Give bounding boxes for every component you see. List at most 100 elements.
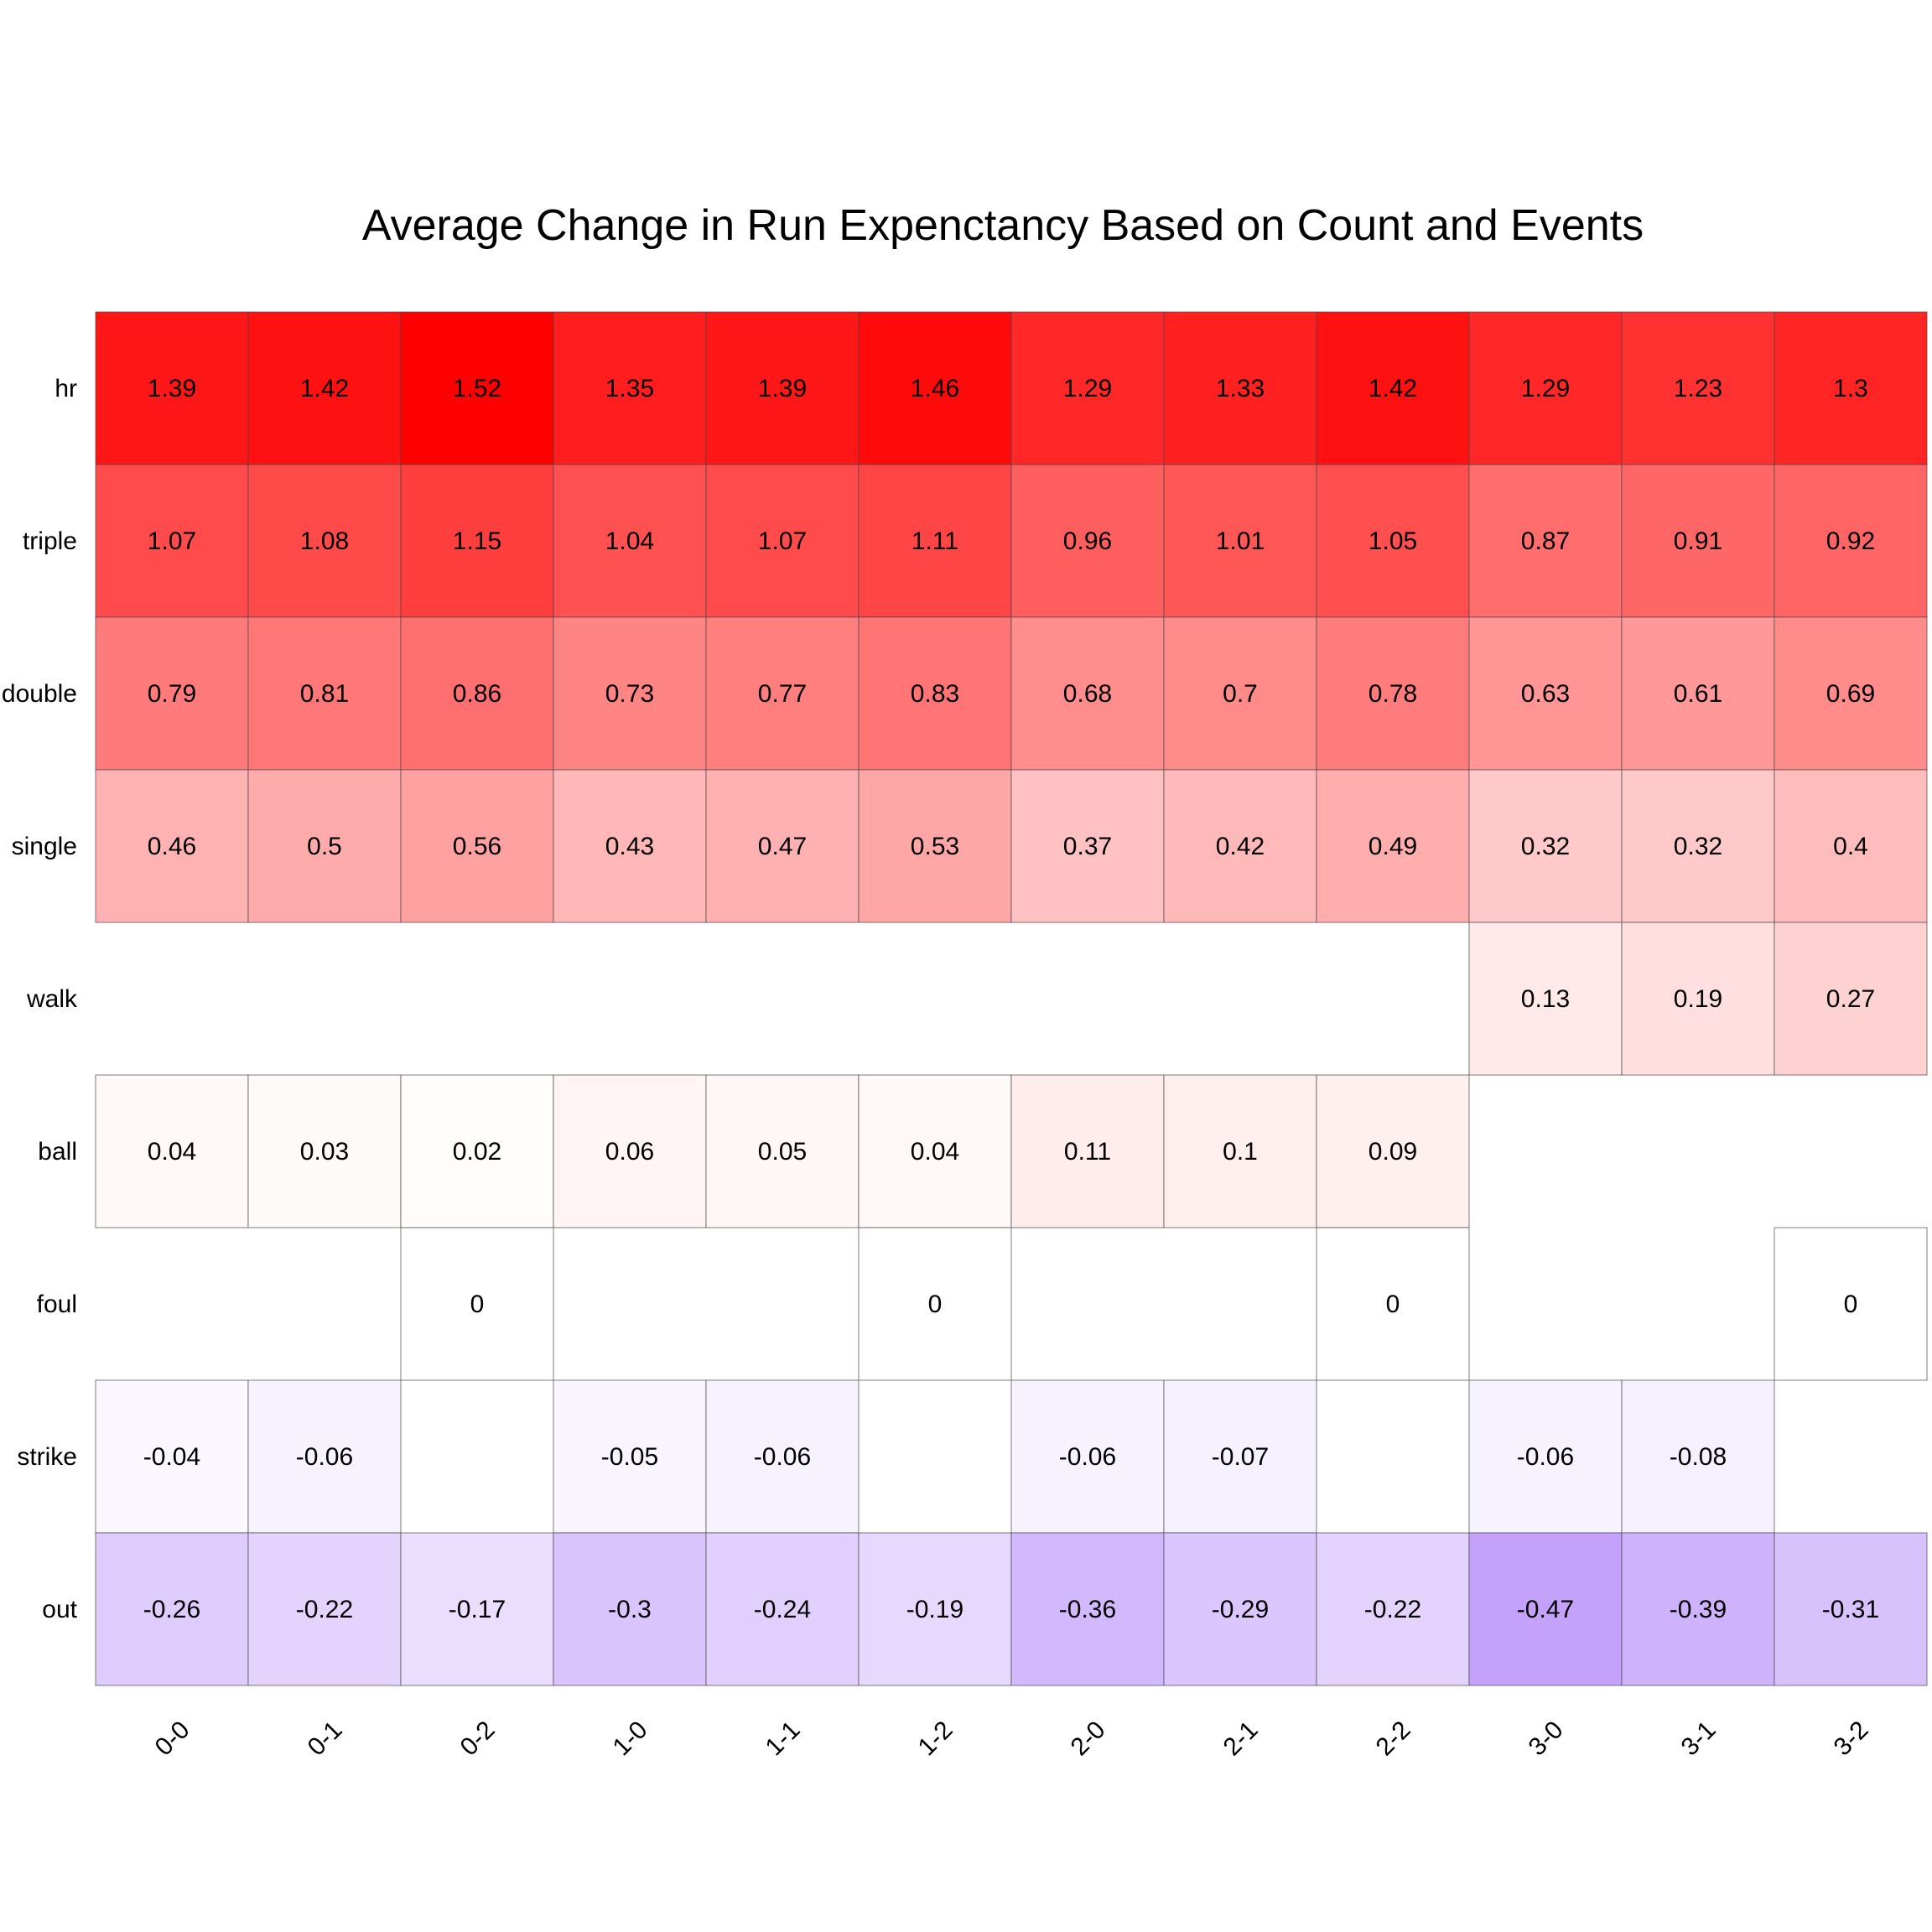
heatmap-cell-ball-2-0 xyxy=(1010,1074,1165,1228)
cell-value-label: -0.04 xyxy=(143,1443,200,1471)
heatmap-cell-triple-3-1 xyxy=(1621,464,1775,618)
cell-value-label: 0.03 xyxy=(300,1138,349,1166)
heatmap-cells xyxy=(95,311,1928,1686)
x-axis-labels: 0-0 0-1 0-2 1-0 1-1 1-2 2-0 2-1 2-2 3-0 3-1 3-2 xyxy=(150,1716,1874,1761)
x-tick-label-1-2: 1-2 xyxy=(913,1716,958,1761)
heatmap-cell-hr-2-1 xyxy=(1163,311,1317,465)
cell-value-label: 0.78 xyxy=(1368,680,1417,708)
x-tick-label-1-1: 1-1 xyxy=(761,1716,806,1761)
y-tick-label-foul: foul xyxy=(37,1291,77,1318)
heatmap-cell-hr-0-2 xyxy=(400,311,554,465)
cell-value-label: 0.83 xyxy=(911,680,959,708)
cell-value-label: 0.04 xyxy=(148,1138,196,1166)
cell-value-label: 1.39 xyxy=(758,375,807,402)
x-tick-label-3-2: 3-2 xyxy=(1829,1716,1874,1761)
heatmap-cell-ball-1-0 xyxy=(553,1074,707,1228)
heatmap-cell-double-3-2 xyxy=(1774,616,1928,771)
heatmap-cell-foul-0-2 xyxy=(400,1227,554,1381)
cell-value-label: 0.27 xyxy=(1826,985,1875,1013)
cell-value-label: 0.32 xyxy=(1521,833,1570,860)
x-tick-label-0-0: 0-0 xyxy=(150,1716,195,1761)
cell-value-label: 1.42 xyxy=(1368,375,1417,402)
cell-value-label: 0.5 xyxy=(307,833,342,860)
heatmap-cell-single-3-1 xyxy=(1621,769,1775,923)
heatmap-cell-double-0-1 xyxy=(247,616,402,771)
heatmap-cell-out-0-1 xyxy=(247,1532,402,1686)
cell-value-label: 0.02 xyxy=(453,1138,501,1166)
cell-value-label: 0.92 xyxy=(1826,527,1875,555)
cell-value-label: 1.39 xyxy=(148,375,196,402)
heatmap-cell-double-0-2 xyxy=(400,616,554,771)
cell-value-label: 0.42 xyxy=(1216,833,1265,860)
heatmap-cell-double-3-0 xyxy=(1468,616,1623,771)
y-tick-label-hr: hr xyxy=(55,375,77,402)
cell-value-label: 0.47 xyxy=(758,833,807,860)
cell-value-label: -0.29 xyxy=(1212,1596,1269,1623)
x-tick-label-1-0: 1-0 xyxy=(608,1716,653,1761)
y-tick-label-out: out xyxy=(42,1596,77,1623)
x-tick-label-3-1: 3-1 xyxy=(1676,1716,1722,1761)
heatmap-cell-single-1-2 xyxy=(858,769,1012,923)
heatmap-cell-out-2-2 xyxy=(1316,1532,1470,1686)
heatmap-cell-single-2-0 xyxy=(1010,769,1165,923)
cell-value-label: -0.39 xyxy=(1670,1596,1727,1623)
heatmap-cell-ball-0-1 xyxy=(247,1074,402,1228)
cell-value-label: 1.33 xyxy=(1216,375,1265,402)
cell-value-label: 0.13 xyxy=(1521,985,1570,1013)
cell-value-label: 1.42 xyxy=(300,375,349,402)
heatmap-cell-single-2-1 xyxy=(1163,769,1317,923)
heatmap-cell-foul-2-2 xyxy=(1316,1227,1470,1381)
heatmap-cell-triple-0-2 xyxy=(400,464,554,618)
cell-value-label: -0.06 xyxy=(1517,1443,1574,1471)
cell-value-label: 0 xyxy=(470,1291,485,1318)
cell-value-label: 1.15 xyxy=(453,527,501,555)
cell-value-label: 1.05 xyxy=(1368,527,1417,555)
heatmap-cell-out-1-0 xyxy=(553,1532,707,1686)
heatmap-cell-single-3-0 xyxy=(1468,769,1623,923)
cell-value-label: 0.04 xyxy=(911,1138,959,1166)
cell-value-label: 1.07 xyxy=(758,527,807,555)
heatmap-cell-hr-1-1 xyxy=(705,311,860,465)
cell-value-label: 0.91 xyxy=(1674,527,1722,555)
x-tick-label-0-2: 0-2 xyxy=(455,1716,501,1761)
heatmap-cell-double-1-1 xyxy=(705,616,860,771)
cell-value-label: 0.68 xyxy=(1063,680,1112,708)
heatmap-cell-hr-0-1 xyxy=(247,311,402,465)
heatmap-cell-foul-1-2 xyxy=(858,1227,1012,1381)
cell-value-label: 0.37 xyxy=(1063,833,1112,860)
y-tick-label-double: double xyxy=(2,680,77,708)
heatmap-cell-strike-0-1 xyxy=(247,1379,402,1534)
cell-value-label: 0.4 xyxy=(1833,833,1868,860)
heatmap-cell-double-3-1 xyxy=(1621,616,1775,771)
cell-value-label: 1.08 xyxy=(300,527,349,555)
heatmap-cell-walk-3-2 xyxy=(1774,922,1928,1076)
heatmap-cell-ball-2-1 xyxy=(1163,1074,1317,1228)
x-tick-label-2-1: 2-1 xyxy=(1218,1716,1264,1761)
cell-value-label: 0.06 xyxy=(605,1138,654,1166)
heatmap-cell-out-1-2 xyxy=(858,1532,1012,1686)
y-tick-label-triple: triple xyxy=(23,527,77,555)
cell-value-label: -0.06 xyxy=(296,1443,353,1471)
heatmap-cell-triple-1-1 xyxy=(705,464,860,618)
heatmap-cell-single-3-2 xyxy=(1774,769,1928,923)
cell-values: 1.39 1.42 1.52 1.35 1.39 1.46 1.29 1.33 1.42 1.29… xyxy=(143,375,1879,1623)
heatmap-cell-triple-2-1 xyxy=(1163,464,1317,618)
cell-value-label: -0.19 xyxy=(906,1596,963,1623)
cell-value-label: -0.26 xyxy=(143,1596,200,1623)
cell-value-label: 0.09 xyxy=(1368,1138,1417,1166)
cell-value-label: 0.63 xyxy=(1521,680,1570,708)
y-tick-label-walk: walk xyxy=(26,985,78,1013)
cell-value-label: 0.11 xyxy=(1064,1138,1111,1166)
heatmap-cell-single-0-1 xyxy=(247,769,402,923)
heatmap-cell-double-2-0 xyxy=(1010,616,1165,771)
cell-value-label: 1.04 xyxy=(605,527,654,555)
cell-value-label: 1.23 xyxy=(1674,375,1722,402)
heatmap-cell-hr-3-0 xyxy=(1468,311,1623,465)
cell-value-label: -0.31 xyxy=(1822,1596,1879,1623)
cell-value-label: 1.46 xyxy=(911,375,959,402)
cell-value-label: 1.3 xyxy=(1833,375,1868,402)
cell-value-label: -0.06 xyxy=(754,1443,811,1471)
cell-value-label: 0.87 xyxy=(1521,527,1570,555)
heatmap-cell-single-0-2 xyxy=(400,769,554,923)
heatmap-cell-strike-3-1 xyxy=(1621,1379,1775,1534)
